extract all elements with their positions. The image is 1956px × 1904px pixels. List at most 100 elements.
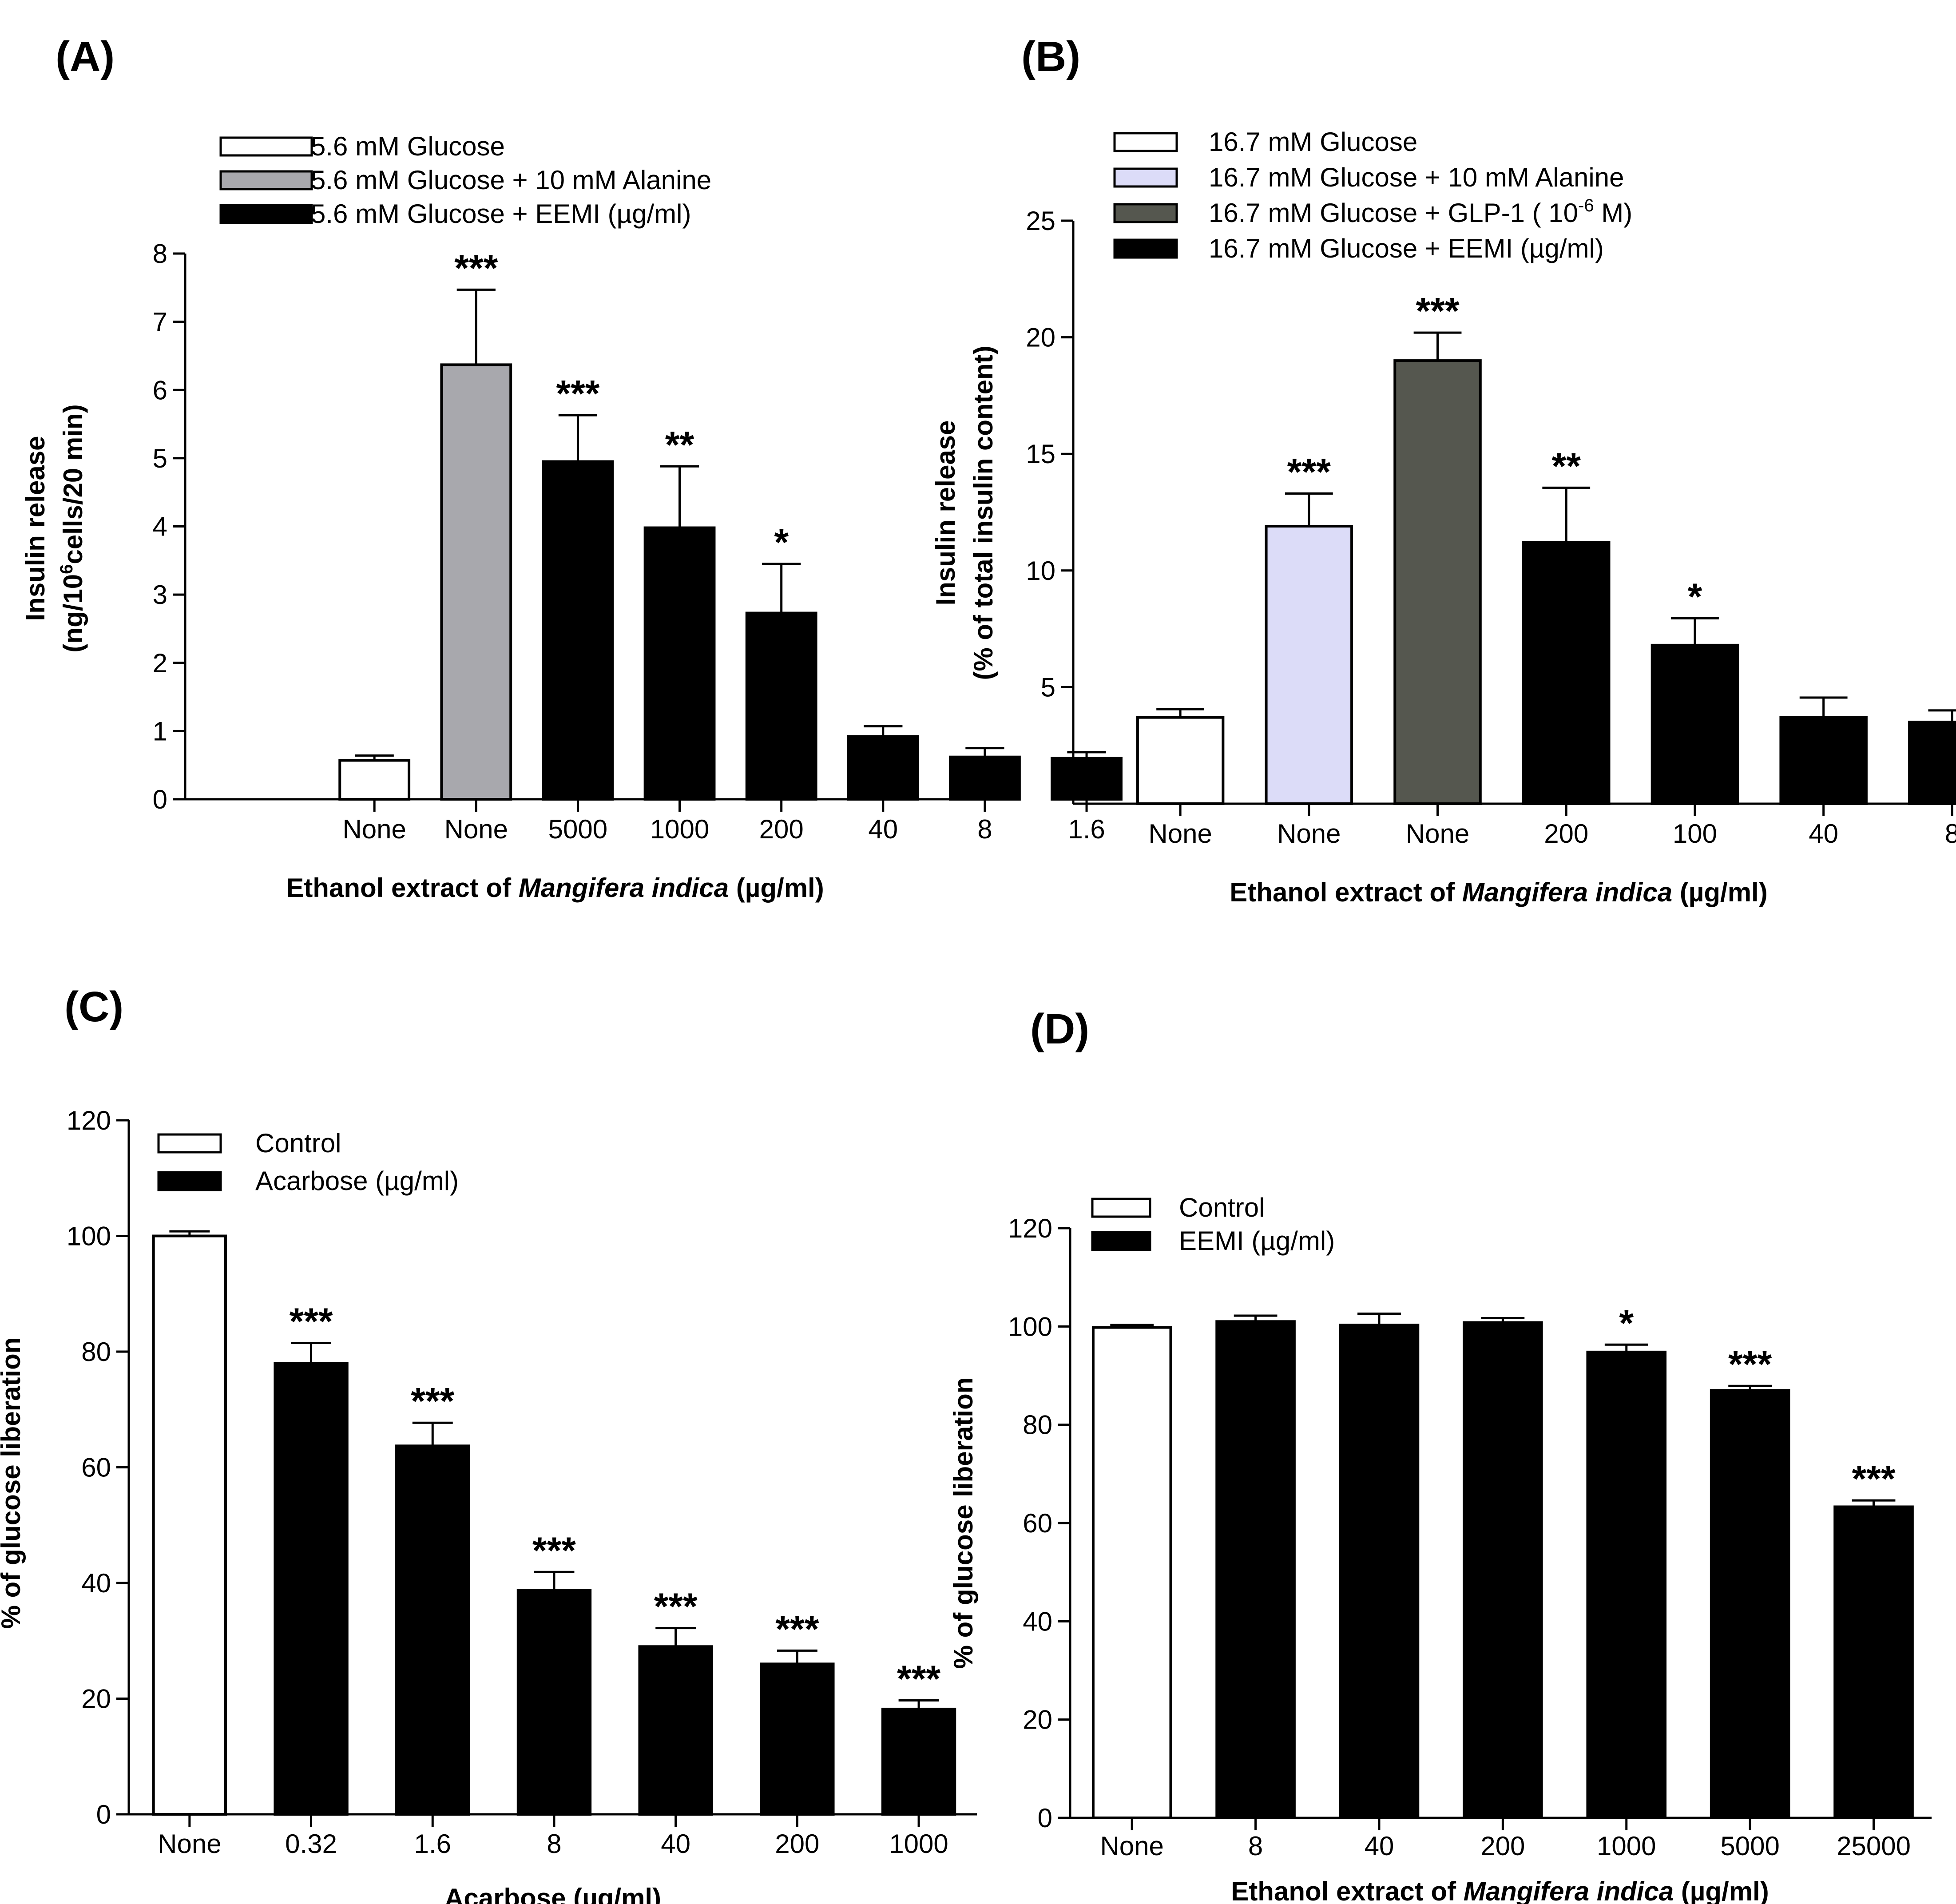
bar	[1908, 721, 1956, 805]
y-tick-label: 15	[1026, 439, 1055, 469]
legend-label-part: EEMI (µg/ml)	[1179, 1226, 1335, 1256]
legend-label-part: 16.7 mM Glucose	[1209, 127, 1417, 157]
chart-panel-b: (B) 5 10 15 20 25 None None *** None *** 200 ** 100 * 4…	[931, 33, 1956, 907]
legend-swatch	[1113, 203, 1178, 223]
bar	[1522, 541, 1611, 805]
significance-label: *	[774, 521, 789, 563]
x-tick-label: 1.6	[1068, 814, 1105, 844]
legend: Control Acarbose (µg/ml)	[157, 1128, 459, 1196]
y-tick-label: 10	[1026, 556, 1055, 586]
bar	[440, 363, 512, 801]
y-tick-label: 40	[1023, 1606, 1052, 1636]
significance-label: ***	[556, 373, 599, 414]
legend-swatch	[219, 136, 313, 157]
significance-label: *	[1688, 575, 1702, 617]
y-tick-label: 20	[81, 1684, 111, 1714]
legend-label-part: 5.6 mM Glucose + EEMI (µg/ml)	[311, 199, 691, 229]
legend-label-part: 16.7 mM Glucose + GLP-1 ( 10	[1209, 198, 1578, 228]
bar	[881, 1707, 956, 1816]
bar	[1393, 359, 1482, 805]
y-tick-label: 120	[67, 1106, 111, 1135]
x-tick-label: 0.32	[285, 1829, 337, 1859]
x-tick-label: 25000	[1837, 1831, 1911, 1861]
y-tick-label: 25	[1026, 206, 1055, 236]
bar	[1463, 1321, 1543, 1819]
significance-label: **	[1552, 445, 1581, 487]
x-axis-title: Acarbose (µg/ml)	[444, 1883, 661, 1904]
x-axis-title-part: Acarbose (µg/ml)	[444, 1883, 661, 1904]
y-tick-label: 0	[1038, 1803, 1052, 1833]
bar	[516, 1589, 592, 1816]
bar	[1265, 525, 1353, 805]
y-tick-label: 100	[67, 1222, 111, 1251]
y-axis-title-line2: (ng/106cells/20 min)	[57, 404, 88, 652]
x-tick-label: None	[158, 1829, 221, 1859]
y-tick-label: 40	[81, 1568, 111, 1598]
significance-label: ***	[775, 1608, 819, 1650]
x-tick-label: 40	[661, 1829, 690, 1859]
bar	[760, 1662, 835, 1816]
bar	[643, 526, 716, 801]
x-axis-title-part: Ethanol extract of	[286, 873, 518, 903]
bar	[949, 755, 1021, 801]
x-axis-title-part: Ethanol extract of	[1231, 1876, 1463, 1904]
bar	[1051, 757, 1123, 801]
y-tick-label: 80	[81, 1337, 111, 1367]
y-axis-title: % of glucose liberation	[948, 1377, 978, 1669]
x-tick-label: 200	[759, 814, 804, 844]
bar	[152, 1234, 227, 1816]
significance-label: ***	[1728, 1343, 1772, 1385]
significance-label: ***	[654, 1586, 698, 1627]
legend-label: EEMI (µg/ml)	[1179, 1226, 1335, 1256]
bar	[1586, 1350, 1667, 1819]
legend-swatch	[157, 1133, 222, 1154]
x-tick-label: 1000	[1597, 1831, 1656, 1861]
x-tick-label: None	[1100, 1831, 1163, 1861]
bar	[274, 1362, 349, 1816]
legend-label-part: Control	[255, 1128, 341, 1158]
bar	[745, 611, 817, 801]
legend: 16.7 mM Glucose 16.7 mM Glucose + 10 mM A…	[1113, 127, 1632, 263]
significance-label: ***	[454, 247, 498, 289]
legend-swatch	[1113, 238, 1178, 259]
legend-swatch	[219, 170, 313, 190]
legend: 5.6 mM Glucose 5.6 mM Glucose + 10 mM Ala…	[219, 131, 711, 229]
x-axis-title: Ethanol extract of Mangifera indica (µg/…	[1231, 1876, 1769, 1904]
legend-label-part: Control	[1179, 1193, 1265, 1222]
y-axis-title-part: (ng/10	[58, 574, 88, 653]
bar	[1215, 1320, 1296, 1819]
y-axis-title-part: cells/20 min)	[58, 404, 88, 564]
y-tick-label: 5	[1041, 672, 1055, 702]
bar	[1779, 716, 1868, 805]
legend-label: 5.6 mM Glucose + 10 mM Alanine	[311, 165, 711, 195]
significance-label: ***	[1416, 290, 1459, 332]
bar	[1091, 1326, 1172, 1819]
y-tick-label: 4	[153, 512, 167, 542]
x-tick-label: 40	[1365, 1831, 1394, 1861]
y-tick-label: 2	[153, 648, 167, 678]
x-axis-title-part: (µg/ml)	[1674, 1876, 1769, 1904]
bar	[1833, 1505, 1914, 1819]
legend-label-part: Acarbose (µg/ml)	[255, 1166, 459, 1196]
x-tick-label: 200	[1544, 819, 1588, 849]
x-tick-label: 8	[1248, 1831, 1263, 1861]
y-tick-label: 8	[153, 239, 167, 269]
legend-label: 16.7 mM Glucose + 10 mM Alanine	[1209, 163, 1624, 192]
legend: Control EEMI (µg/ml)	[1091, 1193, 1335, 1256]
panel-letter: (A)	[56, 33, 115, 80]
y-axis-title-superscript: 6	[57, 564, 76, 574]
y-tick-label: 60	[1023, 1508, 1052, 1538]
x-axis-title-italic: Mangifera indica	[519, 873, 729, 903]
x-axis-title: Ethanol extract of Mangifera indica (µg/…	[1230, 877, 1767, 907]
y-axis-title-line2: (% of total insulin content)	[968, 345, 998, 680]
x-tick-label: 1000	[650, 814, 709, 844]
x-tick-label: None	[444, 814, 508, 844]
chart-panel-d: (D) 0 20 40 60 80 100 120 None 8 40 200 1000 * 5000 ***…	[948, 1005, 1932, 1904]
bar	[542, 460, 614, 801]
significance-label: ***	[411, 1380, 454, 1422]
x-axis-title: Ethanol extract of Mangifera indica (µg/…	[286, 873, 824, 903]
x-tick-label: None	[1148, 819, 1212, 849]
y-tick-label: 100	[1008, 1312, 1052, 1341]
y-tick-label: 80	[1023, 1410, 1052, 1440]
